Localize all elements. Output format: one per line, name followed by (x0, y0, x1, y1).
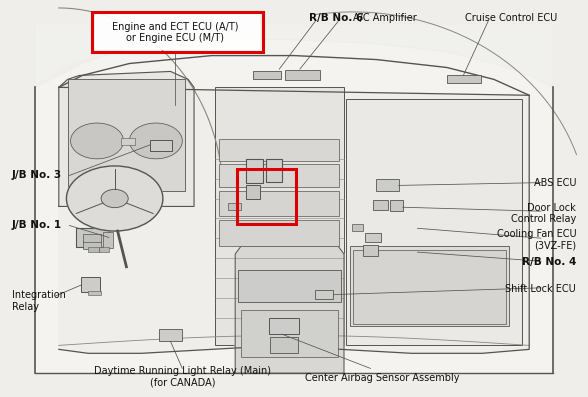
Bar (365, 233, 381, 242)
Bar (285, 70, 320, 80)
Bar (241, 310, 338, 357)
Bar (219, 164, 339, 187)
Bar (373, 200, 388, 210)
Bar (315, 290, 333, 299)
Bar (269, 318, 299, 334)
Circle shape (71, 123, 123, 159)
Bar (35, 24, 553, 373)
Polygon shape (35, 24, 553, 87)
Bar (266, 159, 282, 182)
Circle shape (129, 123, 182, 159)
Bar (352, 224, 363, 231)
Bar (363, 245, 378, 256)
Text: R/B No. 6: R/B No. 6 (309, 13, 363, 23)
Bar (83, 234, 101, 242)
Text: Center Airbag Sensor Assembly: Center Airbag Sensor Assembly (305, 373, 459, 383)
Text: Cooling Fan ECU
(3VZ-FE): Cooling Fan ECU (3VZ-FE) (497, 229, 576, 251)
Bar (353, 250, 506, 324)
Bar (88, 291, 101, 295)
Bar (81, 277, 100, 292)
Bar (68, 79, 185, 191)
Text: J/B No. 1: J/B No. 1 (12, 220, 62, 231)
Bar (253, 71, 281, 79)
Text: R/B No. 4: R/B No. 4 (522, 257, 576, 267)
Text: J/B No. 3: J/B No. 3 (12, 170, 62, 181)
Bar (246, 159, 263, 183)
Text: Shift Lock ECU: Shift Lock ECU (506, 284, 576, 294)
Bar (228, 203, 241, 210)
Bar (92, 12, 263, 52)
Text: Cruise Control ECU: Cruise Control ECU (466, 13, 557, 23)
Text: A/C Amplifier: A/C Amplifier (353, 13, 416, 23)
Bar (121, 138, 135, 145)
Bar (376, 179, 399, 191)
Bar (88, 247, 99, 252)
Text: Engine and ECT ECU (A/T)
or Engine ECU (M/T): Engine and ECT ECU (A/T) or Engine ECU (… (112, 22, 239, 43)
Bar (76, 228, 109, 247)
Bar (219, 220, 339, 246)
Bar (103, 232, 113, 248)
Text: ABS ECU: ABS ECU (534, 177, 576, 188)
Text: Integration
Relay: Integration Relay (12, 290, 66, 312)
Bar (237, 169, 296, 224)
Polygon shape (59, 87, 529, 353)
Text: Door Lock
Control Relay: Door Lock Control Relay (511, 203, 576, 224)
Bar (95, 14, 260, 50)
Bar (350, 246, 509, 326)
Polygon shape (35, 40, 553, 373)
Bar (159, 329, 182, 341)
Circle shape (66, 166, 163, 231)
Bar (83, 241, 101, 249)
Text: Daytime Running Light Relay (Main)
(for CANADA): Daytime Running Light Relay (Main) (for … (93, 366, 271, 388)
Bar (99, 247, 109, 252)
Circle shape (101, 189, 128, 208)
Bar (215, 87, 344, 345)
Bar (238, 270, 341, 302)
Bar (270, 337, 298, 353)
Bar (346, 99, 522, 345)
Bar (219, 191, 339, 216)
Bar (246, 185, 260, 198)
Bar (447, 75, 481, 83)
Polygon shape (59, 71, 194, 206)
Bar (219, 139, 339, 161)
Bar (390, 200, 403, 211)
Bar (150, 140, 172, 151)
Polygon shape (235, 246, 344, 373)
